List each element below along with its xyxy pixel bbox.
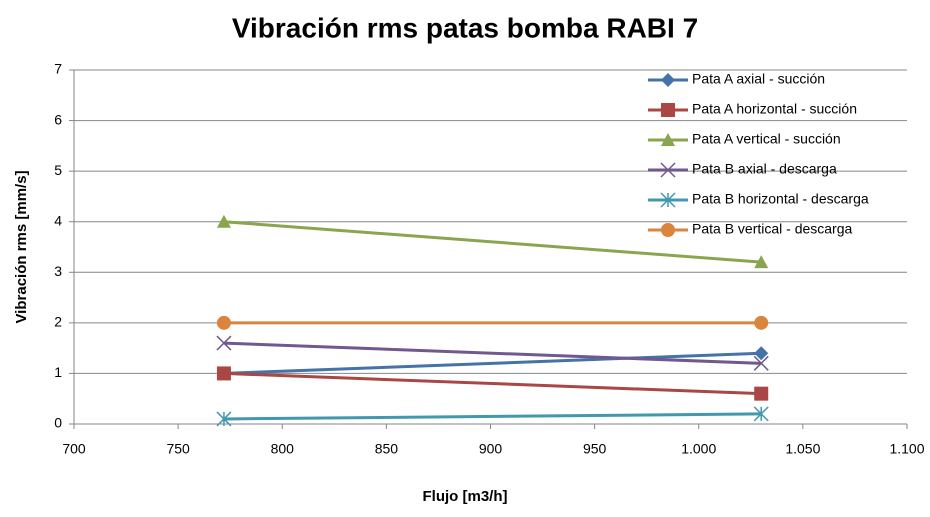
y-tick-label: 1 bbox=[54, 364, 62, 380]
series-line bbox=[223, 412, 762, 421]
marker-shape bbox=[661, 133, 675, 146]
y-tick-label: 3 bbox=[54, 263, 62, 279]
legend-marker bbox=[660, 162, 676, 178]
legend-label: Pata B horizontal - descarga bbox=[692, 191, 869, 207]
legend-label: Pata A vertical - succión bbox=[692, 131, 841, 147]
series-line bbox=[223, 220, 762, 264]
legend-label: Pata B vertical - descarga bbox=[692, 221, 853, 237]
legend-label: Pata A axial - succión bbox=[692, 71, 825, 87]
marker-shape bbox=[754, 255, 769, 269]
data-point bbox=[216, 315, 231, 330]
data-point bbox=[753, 406, 769, 422]
marker-shape bbox=[216, 335, 232, 351]
marker-shape bbox=[754, 346, 769, 361]
y-tick-label: 0 bbox=[54, 415, 62, 431]
data-point bbox=[754, 315, 769, 330]
data-point bbox=[216, 335, 232, 351]
marker-shape bbox=[754, 386, 769, 401]
data-point bbox=[216, 366, 231, 381]
data-point bbox=[753, 355, 769, 371]
x-tick-label: 1.050 bbox=[785, 441, 820, 457]
data-point bbox=[216, 411, 232, 427]
marker-shape bbox=[661, 73, 675, 87]
x-tick-label: 800 bbox=[271, 441, 295, 457]
x-tick-label: 700 bbox=[62, 441, 86, 457]
marker-shape bbox=[661, 223, 675, 237]
y-tick-label: 4 bbox=[54, 212, 62, 228]
marker-shape bbox=[216, 411, 232, 427]
marker-shape bbox=[216, 366, 231, 381]
marker-shape bbox=[660, 162, 676, 178]
data-point bbox=[754, 346, 769, 361]
marker-shape bbox=[753, 406, 769, 422]
chart-title: Vibración rms patas bomba RABI 7 bbox=[232, 12, 698, 43]
legend-marker bbox=[661, 133, 675, 146]
y-tick-label: 2 bbox=[54, 314, 62, 330]
legend-marker bbox=[661, 103, 675, 117]
data-point bbox=[754, 386, 769, 401]
marker-shape bbox=[754, 315, 769, 330]
data-point bbox=[216, 214, 231, 228]
marker-shape bbox=[660, 192, 676, 208]
legend-label: Pata A horizontal - succión bbox=[692, 101, 857, 117]
data-point bbox=[754, 255, 769, 269]
y-tick-label: 5 bbox=[54, 162, 62, 178]
x-tick-label: 750 bbox=[166, 441, 190, 457]
legend-marker bbox=[660, 192, 676, 208]
x-tick-label: 950 bbox=[583, 441, 607, 457]
y-axis-label: Vibración rms [mm/s] bbox=[13, 170, 30, 323]
marker-shape bbox=[216, 214, 231, 228]
x-tick-label: 1.100 bbox=[889, 441, 924, 457]
y-tick-label: 6 bbox=[54, 111, 62, 127]
x-tick-label: 850 bbox=[375, 441, 399, 457]
marker-shape bbox=[216, 315, 231, 330]
legend-marker bbox=[661, 223, 675, 237]
x-tick-label: 1.000 bbox=[681, 441, 716, 457]
legend-label: Pata B axial - descarga bbox=[692, 161, 837, 177]
marker-shape bbox=[753, 355, 769, 371]
legend-marker bbox=[661, 73, 675, 87]
x-tick-label: 900 bbox=[479, 441, 503, 457]
series-line bbox=[223, 371, 762, 396]
x-axis-label: Flujo [m3/h] bbox=[423, 488, 508, 505]
y-tick-label: 7 bbox=[54, 61, 62, 77]
series-line bbox=[223, 351, 762, 375]
marker-shape bbox=[661, 103, 675, 117]
series-line bbox=[223, 341, 762, 365]
